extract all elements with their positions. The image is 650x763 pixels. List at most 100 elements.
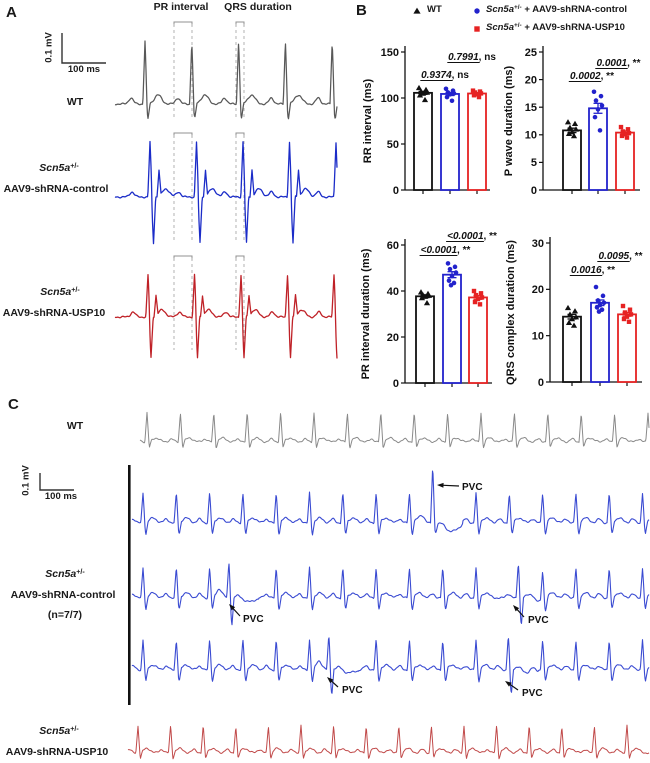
stat-p-number: 0.0016: [571, 265, 602, 276]
label-text: AAV9-shRNA-USP10: [2, 307, 106, 319]
bar: [442, 273, 462, 384]
bar: [413, 91, 433, 191]
legend-marker-circle-icon: [474, 8, 480, 14]
bar: [588, 107, 608, 191]
bar: [467, 92, 487, 191]
data-point: [599, 103, 605, 108]
pvc-arrow-head: [513, 605, 520, 612]
label-text: AAV9-shRNA-control: [10, 589, 116, 601]
data-point: [618, 124, 624, 130]
data-point: [594, 305, 600, 310]
y-tick-label: 0: [538, 377, 544, 389]
legend-marker-square-icon: [474, 26, 480, 32]
data-point: [447, 266, 453, 272]
measure-bracket: [235, 21, 245, 26]
panel-a-scale-voltage-label: 0.1 mV: [43, 32, 55, 63]
panel-a-control-trace: [114, 140, 338, 245]
stat-significance: , **: [484, 231, 497, 242]
gene-name: Scn5a: [486, 22, 514, 33]
y-tick-label: 10: [532, 330, 544, 342]
stat-p-number: 0.0002: [570, 71, 601, 82]
label-text: + AAV9-shRNA-USP10: [521, 22, 625, 33]
allele-superscript: +/-: [514, 4, 522, 12]
bar: [440, 93, 460, 191]
control-group-bracket: [128, 465, 131, 705]
panel-c-aav9-shrna-usp10-label-line-2: AAV9-shRNA-USP10: [0, 746, 137, 758]
data-point: [624, 314, 630, 319]
stat-significance: , **: [602, 265, 615, 276]
data-point: [625, 127, 631, 132]
data-point: [626, 130, 632, 136]
data-point: [595, 107, 601, 112]
data-point: [443, 86, 449, 92]
label-text: (n=7/7): [47, 609, 83, 621]
data-point: [419, 90, 427, 96]
pvc-label: PVC: [243, 614, 264, 625]
stat-p-number: <0.0001: [421, 245, 458, 256]
data-point: [448, 282, 454, 288]
data-point: [452, 264, 458, 270]
qrs-duration-annotation: QRS duration: [224, 1, 292, 13]
data-point: [601, 300, 607, 306]
stat-p-number: 0.0001: [597, 58, 628, 69]
gene-name: Scn5a: [40, 286, 72, 298]
bar: [415, 295, 435, 384]
panel-c-aav9-shrna-control-label-line-1: Scn5a+/-: [0, 568, 145, 580]
panel-a-scale-bar: [61, 33, 106, 64]
allele-superscript: +/-: [514, 22, 522, 30]
panel-a-aav9-shrna-control-label-line-1: Scn5a+/-: [0, 162, 139, 174]
y-tick-label: 50: [387, 139, 399, 151]
data-point: [423, 89, 431, 95]
panel-c-wt-trace: [139, 411, 650, 449]
y-axis-title: RR interval (ms): [362, 78, 374, 163]
data-point: [593, 284, 599, 290]
data-point: [570, 322, 578, 328]
data-point: [622, 310, 628, 315]
panel-c-aav9-shrna-usp10-label-line-1: Scn5a+/-: [0, 725, 139, 737]
data-point: [571, 120, 579, 127]
stat-significance: , **: [601, 71, 614, 82]
panel-c-aav9-shrna-control-label-line-2: AAV9-shRNA-control: [0, 589, 143, 601]
data-point: [600, 293, 606, 299]
bar: [617, 313, 637, 383]
data-point: [572, 314, 580, 320]
allele-superscript: +/-: [76, 567, 85, 576]
panel-a-wt-trace: [114, 40, 338, 120]
panel-a-usp10-trace: [114, 273, 338, 359]
data-point: [564, 119, 572, 125]
label-text: WT: [427, 4, 442, 15]
legend-item-0: WT: [427, 4, 442, 16]
measure-bracket: [235, 132, 245, 137]
data-point: [418, 294, 426, 301]
legend-marker-triangle-icon: [413, 7, 421, 14]
data-point: [628, 312, 634, 317]
data-point: [449, 273, 455, 279]
panel-b-letter: B: [356, 2, 367, 19]
y-tick-label: 150: [381, 47, 399, 59]
y-axis-title: QRS complex duration (ms): [505, 240, 517, 385]
y-tick-label: 30: [532, 238, 544, 250]
pvc-label: PVC: [462, 482, 483, 493]
data-point: [595, 298, 601, 303]
stat-p-value: 0.0095, **: [599, 251, 643, 262]
pvc-arrow-head: [327, 677, 334, 684]
pvc-label: PVC: [342, 685, 363, 696]
legend-item-2: Scn5a+/- + AAV9-shRNA-USP10: [486, 22, 625, 34]
stat-significance: , ns: [452, 70, 470, 81]
bar: [562, 129, 582, 191]
pvc-arrow-line: [440, 484, 460, 487]
data-point: [453, 270, 459, 275]
stat-p-number: 0.9374: [421, 70, 452, 81]
panel-c-letter: C: [8, 396, 19, 413]
measure-bracket: [173, 21, 193, 26]
y-tick-label: 40: [387, 286, 399, 298]
data-point: [416, 92, 424, 98]
data-point: [471, 288, 477, 294]
stat-p-value: 0.0002, **: [570, 71, 614, 82]
y-tick-label: 5: [531, 157, 537, 169]
data-point: [473, 292, 479, 298]
allele-superscript: +/-: [70, 161, 79, 170]
